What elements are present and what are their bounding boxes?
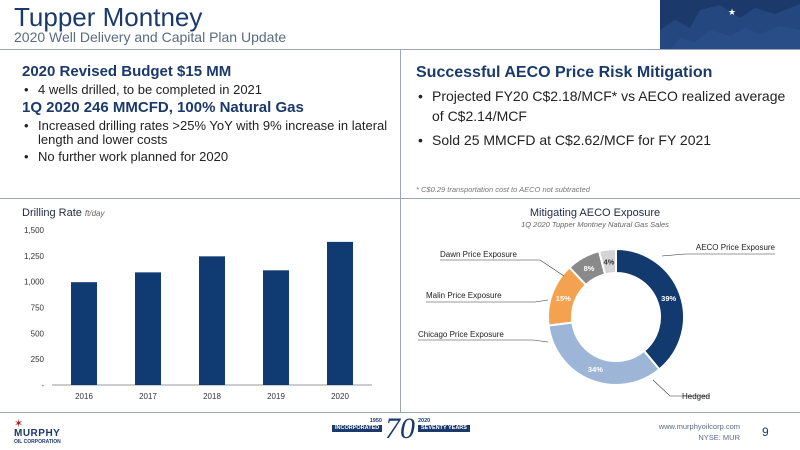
- bar-2017: [135, 272, 161, 385]
- donut-pct-label: 39%: [661, 294, 676, 303]
- donut-slice-label: Hedged: [682, 392, 710, 401]
- price-risk-section: Successful AECO Price Risk Mitigation Pr…: [416, 64, 786, 150]
- budget-bullet: 4 wells drilled, to be completed in 2021: [22, 83, 392, 98]
- production-bullet: Increased drilling rates >25% YoY with 9…: [22, 119, 392, 147]
- donut-chart-subtitle: 1Q 2020 Tupper Montney Natural Gas Sales: [521, 220, 669, 229]
- donut-slice-4: [597, 247, 617, 276]
- badge-number: 70: [385, 412, 415, 445]
- badge-year-end: 2020: [418, 418, 431, 424]
- slide-subtitle: 2020 Well Delivery and Capital Plan Upda…: [14, 29, 287, 45]
- donut-slice-label: Chicago Price Exposure: [418, 330, 504, 339]
- price-risk-bullet: Projected FY20 C$2.18/MCF* vs AECO reali…: [416, 86, 786, 126]
- donut-slice-label: Malin Price Exposure: [426, 291, 502, 300]
- production-bullet: No further work planned for 2020: [22, 150, 392, 165]
- x-tick-label: 2016: [75, 392, 93, 401]
- donut-pct-label: 34%: [588, 365, 603, 374]
- budget-heading: 2020 Revised Budget $15 MM: [22, 63, 232, 80]
- logo-name: MURPHY: [14, 428, 61, 439]
- bar-2018: [199, 256, 225, 385]
- bar-2016: [71, 282, 97, 385]
- center-divider: [400, 50, 401, 412]
- callout-line: [652, 379, 710, 397]
- callout-line: [440, 259, 565, 277]
- callout-line: [426, 299, 549, 303]
- drilling-rate-bar-chart: - 250 500 750 1,000 1,250 1,500 2016 2017 2018 201…: [24, 226, 372, 401]
- website-link[interactable]: www.murphyoilcorp.com: [658, 422, 740, 431]
- logo-tagline: OIL CORPORATION: [14, 439, 61, 445]
- budget-section: 2020 Revised Budget $15 MM 4 wells drill…: [22, 63, 392, 164]
- x-tick-label: 2018: [203, 392, 221, 401]
- badge-right: 2020 SEVENTY YEARS: [418, 418, 470, 432]
- donut-slice-0: [615, 247, 685, 371]
- footnote: * C$0.29 transportation cost to AECO not…: [416, 185, 590, 194]
- seventy-years-badge: 1950 INCORPORATED 70 2020 SEVENTY YEARS: [332, 412, 470, 446]
- y-tick-label: 1,250: [24, 252, 45, 261]
- murphy-logo: ✶ MURPHY OIL CORPORATION: [14, 418, 84, 446]
- north-america-map-graphic: ★: [660, 0, 800, 50]
- stock-ticker: NYSE: MUR: [698, 433, 740, 442]
- donut-slice-1: [547, 321, 661, 386]
- donut-pct-label: 8%: [584, 264, 595, 273]
- star-icon: ★: [728, 7, 736, 17]
- production-heading: 1Q 2020 246 MMCFD, 100% Natural Gas: [22, 99, 304, 116]
- aeco-exposure-donut-chart: 39% AECO Price Exposure 34% Hedged 15% Chicag…: [418, 243, 776, 401]
- donut-pct-label: 4%: [604, 257, 615, 266]
- bar-chart-unit: ft/day: [84, 209, 105, 218]
- donut-pct-label: 15%: [556, 294, 571, 303]
- budget-bullets: 4 wells drilled, to be completed in 2021: [22, 83, 392, 98]
- middle-divider: [0, 198, 800, 199]
- header-divider: [0, 49, 800, 50]
- logo-star-icon: ✶: [14, 418, 24, 430]
- x-tick-label: 2019: [267, 392, 285, 401]
- badge-left: 1950 INCORPORATED: [332, 418, 382, 432]
- y-tick-label: 1,500: [24, 226, 45, 235]
- donut-chart-title: Mitigating AECO Exposure: [529, 207, 661, 219]
- y-tick-label: 500: [31, 329, 45, 338]
- bar-2019: [263, 270, 289, 385]
- x-tick-label: 2020: [331, 392, 349, 401]
- production-bullets: Increased drilling rates >25% YoY with 9…: [22, 119, 392, 165]
- donut-slice-label: AECO Price Exposure: [696, 243, 776, 252]
- badge-year-start: 1950: [369, 418, 382, 424]
- price-risk-bullets: Projected FY20 C$2.18/MCF* vs AECO reali…: [416, 86, 786, 150]
- footer-divider: [0, 412, 800, 413]
- badge-incorporated: INCORPORATED: [332, 425, 382, 432]
- y-tick-label: 750: [31, 304, 45, 313]
- bar-2020: [327, 241, 353, 385]
- x-tick-label: 2017: [139, 392, 157, 401]
- badge-seventy-years: SEVENTY YEARS: [418, 425, 470, 432]
- price-risk-heading: Successful AECO Price Risk Mitigation: [416, 64, 713, 81]
- bar-chart-title-text: Drilling Rate: [22, 207, 82, 219]
- callout-line: [661, 253, 775, 257]
- page-number: 9: [762, 425, 769, 439]
- y-tick-label: 250: [31, 355, 45, 364]
- callout-line: [418, 339, 549, 343]
- y-tick-label: 1,000: [24, 278, 45, 287]
- price-risk-bullet: Sold 25 MMCFD at C$2.62/MCF for FY 2021: [416, 130, 786, 150]
- slide-title: Tupper Montney: [14, 2, 203, 32]
- y-tick-label: -: [41, 381, 44, 390]
- donut-slice-label: Dawn Price Exposure: [440, 250, 517, 259]
- bar-chart-title: Drilling Rate ft/day: [22, 207, 105, 219]
